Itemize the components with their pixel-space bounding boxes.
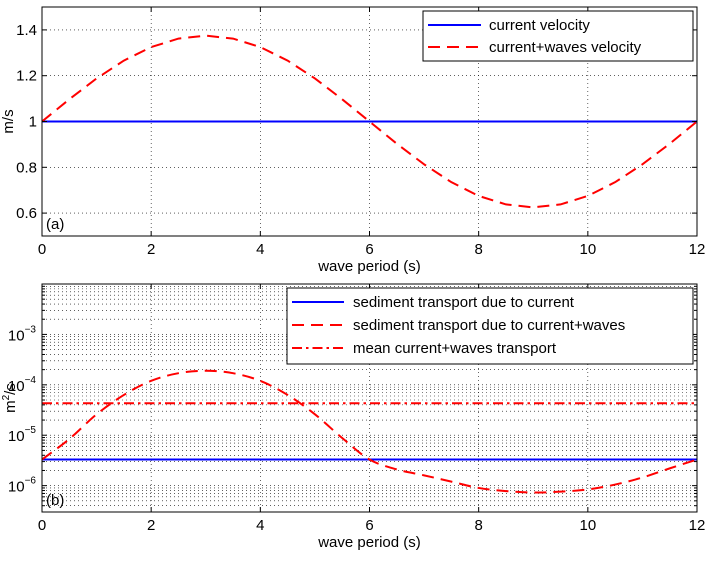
panel-a-legend-box <box>422 10 694 62</box>
panel-b-legend-box <box>286 287 694 365</box>
panel-a-y-axis-label: m/s <box>0 109 17 133</box>
panel-b-y-axis-label-base: m <box>2 400 19 413</box>
panel-b-y-tick-label-base: 10 <box>8 479 25 496</box>
panel-a-y-tick-label: 0.6 <box>16 205 37 222</box>
panel-a-y-tick-label: 1.4 <box>16 22 37 39</box>
panel-b-legend-label-0: sediment transport due to current <box>353 294 575 311</box>
panel-a-x-tick-label: 12 <box>689 241 706 258</box>
panel-b-x-tick-label: 4 <box>256 517 264 534</box>
panel-b-x-axis-label: wave period (s) <box>317 534 421 551</box>
panel-b-x-tick-label: 6 <box>365 517 373 534</box>
panel-a-tag: (a) <box>46 216 64 233</box>
panel-b-y-tick-label-exp: −6 <box>25 476 37 487</box>
panel-b-series-line-1 <box>41 369 698 494</box>
panel-a-x-tick-label: 8 <box>474 241 482 258</box>
panel-a-legend-label-0: current velocity <box>489 17 590 34</box>
panel-b-y-tick-label-exp: −5 <box>25 425 37 436</box>
panel-b-legend: sediment transport due to current sedimen… <box>286 287 694 365</box>
panel-a-x-tick-label: 6 <box>365 241 373 258</box>
panel-b-x-tick-label: 10 <box>579 517 596 534</box>
panel-b-y-tick-label: 10−6 <box>8 476 37 496</box>
panel-b-y-tick-label-base: 10 <box>8 327 25 344</box>
panel-b-y-tick-label: 10−4 <box>8 375 37 395</box>
panel-b-y-tick-label-base: 10 <box>8 428 25 445</box>
panel-a-x-tick-label: 2 <box>147 241 155 258</box>
panel-b-y-axis-label-sup: 2 <box>1 394 12 400</box>
panel-b-x-tick-label: 8 <box>474 517 482 534</box>
panel-b-x-tick-label: 12 <box>689 517 706 534</box>
panel-a-x-tick-label: 4 <box>256 241 264 258</box>
panel-a-legend: current velocity current+waves velocity <box>422 10 694 62</box>
panel-a-x-axis-label: wave period (s) <box>317 258 421 275</box>
panel-b-y-tick-label-base: 10 <box>8 378 25 395</box>
panel-b-series <box>41 369 698 494</box>
panel-a-legend-label-1: current+waves velocity <box>489 39 642 56</box>
panel-b-y-tick-label: 10−3 <box>8 324 37 344</box>
panel-a: 0 2 4 6 8 10 12 0.6 0.8 1 1.2 1.4 wave period (s) m… <box>0 6 705 275</box>
panel-b-y-tick-label-exp: −4 <box>25 375 37 386</box>
panel-b-legend-label-2: mean current+waves transport <box>353 340 557 357</box>
panel-b-legend-label-1: sediment transport due to current+waves <box>353 317 625 334</box>
panel-a-series <box>41 34 698 209</box>
panel-b-y-tick-label-exp: −3 <box>25 324 37 335</box>
panel-a-x-tick-label: 0 <box>38 241 46 258</box>
panel-b-tag: (b) <box>46 492 64 509</box>
panel-a-x-tick-label: 10 <box>579 241 596 258</box>
panel-b-x-tick-label: 2 <box>147 517 155 534</box>
panel-b-x-tick-label: 0 <box>38 517 46 534</box>
panel-a-y-tick-label: 1 <box>29 114 37 131</box>
panel-b-y-axis-label: m2/s <box>1 383 19 413</box>
panel-a-y-tick-label: 1.2 <box>16 68 37 85</box>
panel-a-ticks: 0 2 4 6 8 10 12 0.6 0.8 1 1.2 1.4 <box>16 7 705 258</box>
panel-b-y-axis-label-rest: /s <box>2 383 19 395</box>
panel-b-y-tick-label: 10−5 <box>8 425 37 445</box>
panel-a-y-tick-label: 0.8 <box>16 159 37 176</box>
